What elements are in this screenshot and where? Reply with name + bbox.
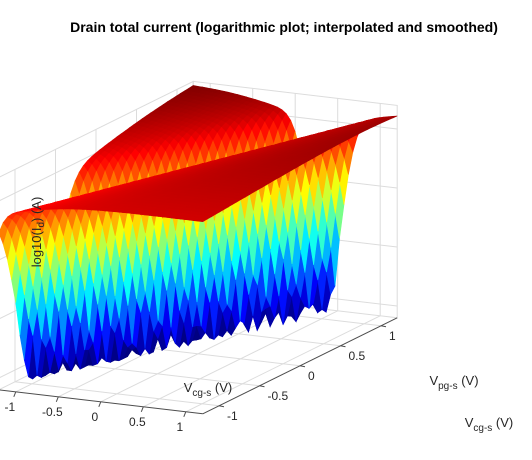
x-axis-line bbox=[0, 389, 203, 415]
x-tick-mark bbox=[140, 406, 144, 412]
x-tick-mark bbox=[98, 401, 102, 407]
y-tick-label: -0.5 bbox=[268, 389, 289, 403]
y-tick-label: -1 bbox=[227, 409, 238, 423]
x-tick-label: 1 bbox=[176, 420, 183, 434]
z-axis-label: log10(Id) (A) bbox=[29, 197, 47, 268]
grid-line-x bbox=[185, 103, 381, 413]
y-tick-mark bbox=[380, 325, 387, 328]
y-tick-label: 1 bbox=[389, 329, 396, 343]
y-tick-label: 0.5 bbox=[349, 349, 366, 363]
x-tick-mark bbox=[13, 391, 17, 397]
x-tick-label: -0.5 bbox=[42, 405, 63, 419]
chart-title: Drain total current (logarithmic plot; i… bbox=[70, 19, 498, 35]
y-tick-mark bbox=[299, 365, 306, 368]
x-tick-label: -1 bbox=[4, 400, 15, 414]
y-tick-mark bbox=[218, 405, 225, 408]
x-tick-mark bbox=[183, 411, 187, 417]
stray-axis-label: Vcg-s (V) bbox=[465, 415, 514, 434]
y-tick-mark bbox=[340, 345, 346, 348]
y-tick-label: 0 bbox=[308, 369, 315, 383]
y-axis-label: Vpg-s (V) bbox=[429, 373, 478, 392]
x-tick-label: 0 bbox=[91, 410, 98, 424]
y-tick-mark bbox=[259, 385, 265, 388]
surface-patch bbox=[197, 218, 208, 223]
x-tick-label: 0.5 bbox=[129, 415, 146, 429]
x-axis-label: Vcg-s (V) bbox=[184, 380, 233, 399]
x-tick-mark bbox=[55, 396, 59, 402]
